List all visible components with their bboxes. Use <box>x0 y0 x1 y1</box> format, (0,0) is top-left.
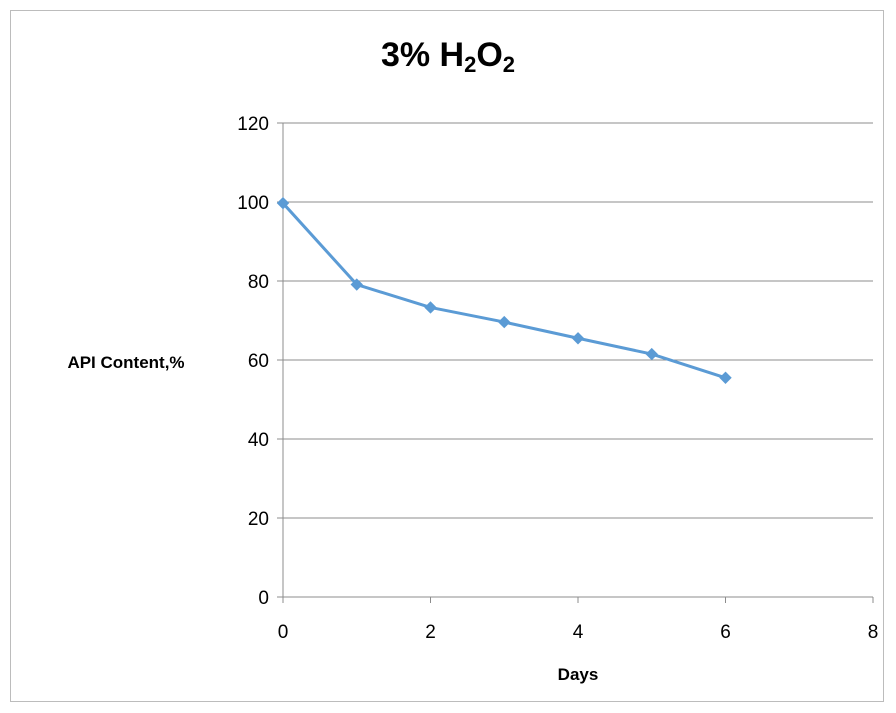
data-point-marker <box>498 315 511 329</box>
y-tick-label: 120 <box>237 114 269 135</box>
y-tick-label: 60 <box>248 351 269 372</box>
y-tick-label: 100 <box>237 193 269 214</box>
axes <box>277 122 874 603</box>
y-tick-label: 40 <box>248 430 269 451</box>
series-group <box>276 196 732 384</box>
x-tick-label: 2 <box>425 622 436 643</box>
data-point-marker <box>350 278 363 291</box>
x-axis-label: Days <box>558 665 599 684</box>
y-tick-labels: 0 20 40 60 80 100 120 <box>237 114 269 609</box>
x-tick-label: 0 <box>278 622 289 643</box>
chart-title-sub-1: 2 <box>464 52 477 77</box>
x-tick-label: 6 <box>720 622 731 643</box>
x-tick-label: 8 <box>868 622 879 643</box>
y-tick-label: 80 <box>248 272 269 293</box>
chart-title-main: 3% H <box>380 36 465 74</box>
y-axis-label: API Content,% <box>67 353 184 372</box>
data-point-marker <box>424 301 437 314</box>
gridlines <box>283 122 873 519</box>
y-tick-label: 20 <box>248 509 269 530</box>
data-point-marker <box>719 371 732 384</box>
x-tick-label: 4 <box>573 622 584 643</box>
data-point-marker <box>571 332 585 345</box>
chart-frame <box>10 10 884 702</box>
chart-title: 3% H2O2 <box>0 36 896 76</box>
chart-title-mid: O <box>476 36 503 74</box>
chart-title-sub-2: 2 <box>502 52 516 77</box>
data-point-marker <box>645 347 658 361</box>
y-tick-label: 0 <box>258 588 269 609</box>
data-point-marker <box>276 196 290 210</box>
x-tick-labels: 0 2 4 6 8 <box>278 622 879 643</box>
series-line <box>281 202 726 380</box>
